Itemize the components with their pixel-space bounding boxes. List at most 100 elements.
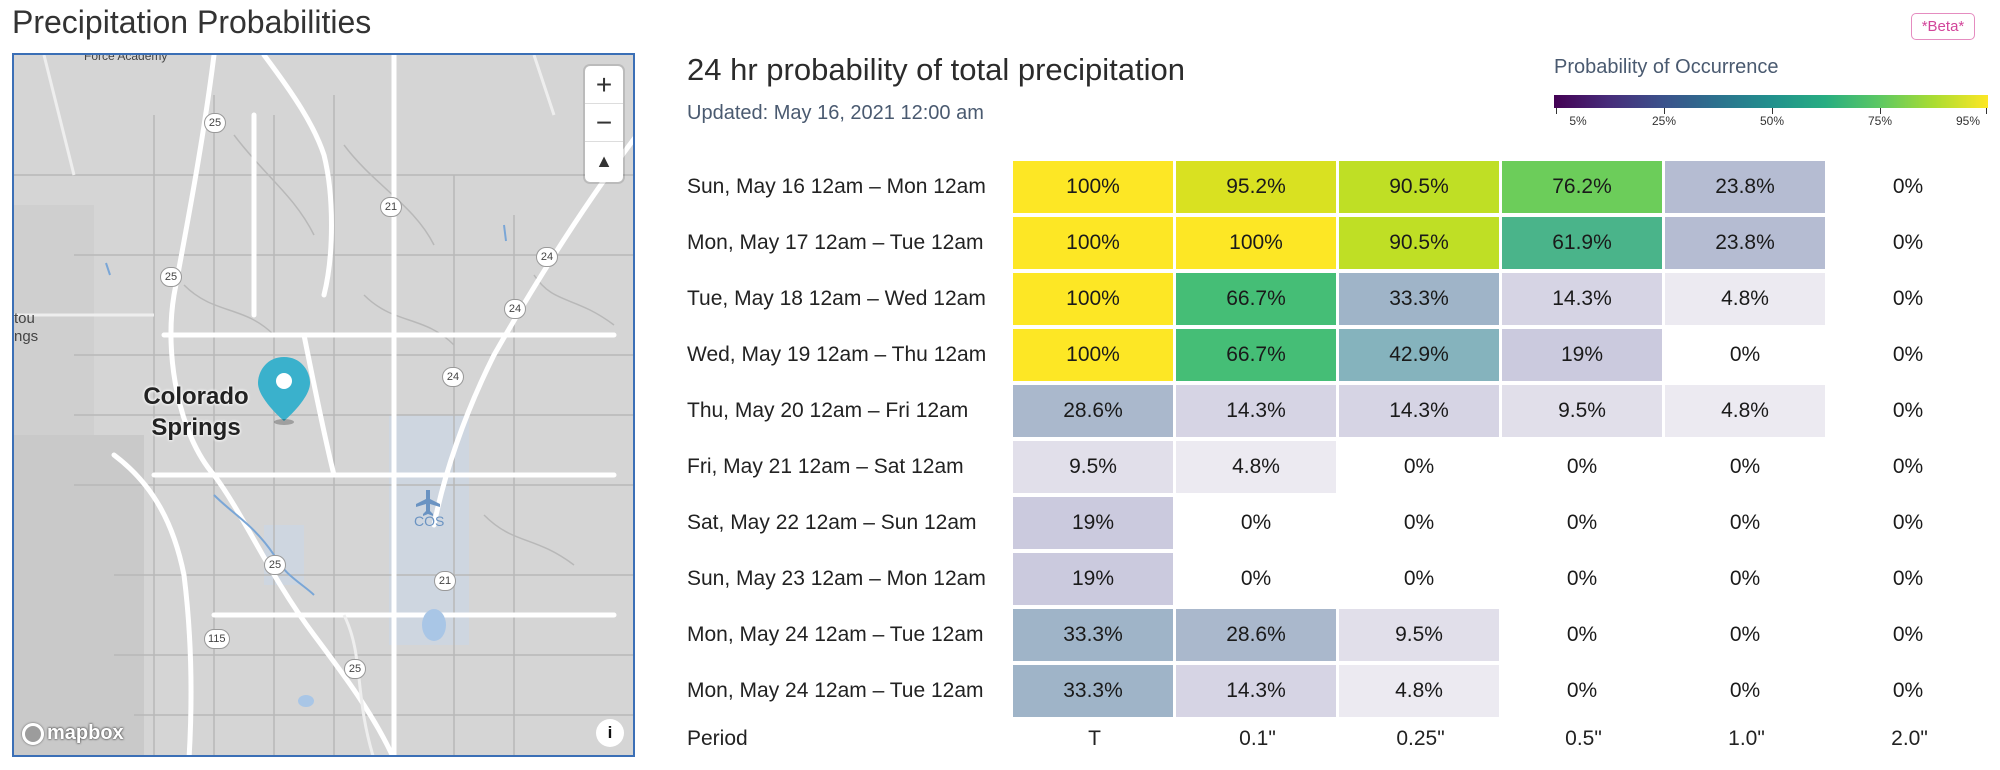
map-zoom-controls: + − ▲ xyxy=(585,66,623,182)
probability-cell: 33.3% xyxy=(1013,665,1173,717)
highway-shield: 24 xyxy=(442,367,464,387)
threshold-label: 1.0" xyxy=(1728,727,1765,750)
probability-cell: 90.5% xyxy=(1339,161,1499,213)
probability-cell: 4.8% xyxy=(1176,441,1336,493)
probability-cell: 19% xyxy=(1013,497,1173,549)
highway-shield: 24 xyxy=(536,247,558,267)
legend-tick xyxy=(1986,108,1987,114)
period-label: Thu, May 20 12am – Fri 12am xyxy=(687,399,969,422)
table-footer: Period T 0.1" 0.25" 0.5" 1.0" 2.0" xyxy=(687,719,1991,759)
probability-cell: 14.3% xyxy=(1502,273,1662,325)
info-icon[interactable]: i xyxy=(596,719,624,747)
probability-cell: 100% xyxy=(1013,161,1173,213)
highway-shield: 25 xyxy=(344,659,366,679)
period-label: Sun, May 23 12am – Mon 12am xyxy=(687,567,986,590)
panel-title: 24 hr probability of total precipitation xyxy=(687,52,1186,87)
probability-cell: 0% xyxy=(1502,553,1662,605)
probability-cell: 4.8% xyxy=(1339,665,1499,717)
map-view[interactable]: Force Academy tou ngs Colorado Springs C… xyxy=(12,53,635,757)
probability-cell: 33.3% xyxy=(1339,273,1499,325)
highway-shield: 115 xyxy=(204,629,230,649)
probability-cell: 0% xyxy=(1339,497,1499,549)
probability-cell: 0% xyxy=(1502,609,1662,661)
threshold-label: 0.5" xyxy=(1565,727,1602,750)
legend-tick xyxy=(1880,108,1881,114)
probability-cell: 4.8% xyxy=(1665,385,1825,437)
map-place-label: Force Academy xyxy=(84,53,168,63)
table-row: Mon, May 24 12am – Tue 12am 33.3% 28.6% 9.5… xyxy=(687,607,1991,663)
probability-cell: 23.8% xyxy=(1665,161,1825,213)
zoom-in-icon[interactable]: + xyxy=(585,66,623,104)
highway-shield: 25 xyxy=(160,267,182,287)
mapbox-logo[interactable]: mapbox xyxy=(22,722,124,745)
probability-cell: 28.6% xyxy=(1013,385,1173,437)
page-title: Precipitation Probabilities xyxy=(12,4,372,40)
probability-cell: 95.2% xyxy=(1176,161,1336,213)
table-row: Fri, May 21 12am – Sat 12am 9.5% 4.8% 0% 0% 0… xyxy=(687,439,1991,495)
probability-cell: 23.8% xyxy=(1665,217,1825,269)
probability-cell: 0% xyxy=(1176,497,1336,549)
updated-timestamp: Updated: May 16, 2021 12:00 am xyxy=(687,102,984,124)
period-label: Mon, May 24 12am – Tue 12am xyxy=(687,623,984,646)
period-label: Sun, May 16 12am – Mon 12am xyxy=(687,175,986,198)
probability-cell: 9.5% xyxy=(1013,441,1173,493)
legend-label: 75% xyxy=(1867,114,1893,128)
map-airport-label: COS xyxy=(414,513,445,529)
mapbox-logo-icon xyxy=(22,722,44,745)
map-city-label: Colorado Springs xyxy=(143,383,249,441)
probability-table: Sun, May 16 12am – Mon 12am 100% 95.2% 90.5… xyxy=(687,159,1991,759)
probability-cell: 0% xyxy=(1828,273,1988,325)
probability-cell: 0% xyxy=(1502,665,1662,717)
probability-cell: 42.9% xyxy=(1339,329,1499,381)
probability-cell: 0% xyxy=(1502,497,1662,549)
map-basemap[interactable] xyxy=(14,55,635,757)
probability-cell: 9.5% xyxy=(1339,609,1499,661)
probability-cell: 100% xyxy=(1013,329,1173,381)
probability-cell: 0% xyxy=(1828,385,1988,437)
probability-cell: 0% xyxy=(1502,441,1662,493)
table-row: Wed, May 19 12am – Thu 12am 100% 66.7% 42.9… xyxy=(687,327,1991,383)
legend-label: 50% xyxy=(1759,114,1785,128)
table-row: Sun, May 16 12am – Mon 12am 100% 95.2% 90.5… xyxy=(687,159,1991,215)
threshold-label: 0.25" xyxy=(1396,727,1445,750)
zoom-out-icon[interactable]: − xyxy=(585,104,623,142)
period-label: Fri, May 21 12am – Sat 12am xyxy=(687,455,964,478)
legend-tick xyxy=(1556,108,1557,114)
location-pin-icon[interactable] xyxy=(258,357,310,425)
footer-label: Period xyxy=(687,727,748,750)
probability-cell: 14.3% xyxy=(1339,385,1499,437)
probability-cell: 0% xyxy=(1339,441,1499,493)
probability-cell: 9.5% xyxy=(1502,385,1662,437)
probability-cell: 66.7% xyxy=(1176,273,1336,325)
mapbox-logo-text: mapbox xyxy=(47,722,124,744)
probability-cell: 0% xyxy=(1665,497,1825,549)
probability-cell: 0% xyxy=(1176,553,1336,605)
table-row: Sun, May 23 12am – Mon 12am 19% 0% 0% 0% 0% 0% xyxy=(687,551,1991,607)
table-row: Tue, May 18 12am – Wed 12am 100% 66.7% 33.3… xyxy=(687,271,1991,327)
probability-cell: 76.2% xyxy=(1502,161,1662,213)
probability-cell: 0% xyxy=(1828,665,1988,717)
compass-icon[interactable]: ▲ xyxy=(595,150,613,171)
period-label: Sat, May 22 12am – Sun 12am xyxy=(687,511,977,534)
probability-cell: 33.3% xyxy=(1013,609,1173,661)
probability-cell: 0% xyxy=(1828,161,1988,213)
probability-cell: 100% xyxy=(1013,273,1173,325)
probability-cell: 61.9% xyxy=(1502,217,1662,269)
legend-tick xyxy=(1664,108,1665,114)
probability-cell: 19% xyxy=(1013,553,1173,605)
period-label: Wed, May 19 12am – Thu 12am xyxy=(687,343,987,366)
probability-cell: 0% xyxy=(1665,609,1825,661)
probability-cell: 66.7% xyxy=(1176,329,1336,381)
probability-cell: 0% xyxy=(1828,497,1988,549)
table-row: Thu, May 20 12am – Fri 12am 28.6% 14.3% 14.… xyxy=(687,383,1991,439)
probability-cell: 0% xyxy=(1828,553,1988,605)
legend-label: 5% xyxy=(1569,114,1587,128)
probability-cell: 19% xyxy=(1502,329,1662,381)
threshold-label: 2.0" xyxy=(1891,727,1928,750)
probability-cell: 0% xyxy=(1828,329,1988,381)
probability-cell: 14.3% xyxy=(1176,665,1336,717)
table-row: Mon, May 24 12am – Tue 12am 33.3% 14.3% 4.8… xyxy=(687,663,1991,719)
map-edge-label: tou ngs xyxy=(14,310,39,345)
probability-cell: 0% xyxy=(1665,665,1825,717)
table-row: Sat, May 22 12am – Sun 12am 19% 0% 0% 0% 0% 0% xyxy=(687,495,1991,551)
